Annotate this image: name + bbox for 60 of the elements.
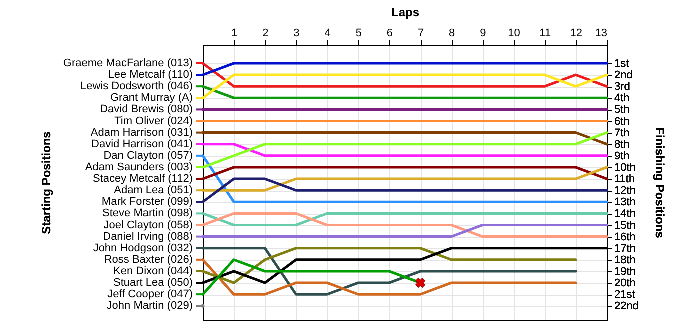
legend-label: David Harrison (041) [92, 138, 193, 150]
y-tick-label: 19th [614, 266, 636, 278]
y-tick-label: 1st [614, 58, 630, 70]
legend-label: Dan Clayton (057) [104, 150, 193, 162]
x-axis-title: Laps [391, 6, 420, 20]
legend-label: Grant Murray (A) [110, 92, 193, 104]
y-tick-label: 11th [614, 174, 636, 186]
y-tick-label: 8th [614, 138, 630, 151]
legend-label: Stuart Lea (050) [114, 277, 193, 290]
y-tick-label: 2nd [614, 70, 633, 82]
y-tick-label: 21st [614, 289, 636, 302]
legend-label: Ken Dixon (044) [114, 265, 193, 278]
x-tick-label: 13 [595, 28, 608, 40]
y-tick-label: 4th [614, 92, 630, 105]
legend-label: Joel Clayton (058) [104, 219, 193, 232]
x-tick-label: 6 [386, 28, 394, 40]
y-tick-label: 9th [614, 150, 630, 162]
x-tick-label: 4 [324, 28, 331, 40]
x-tick-label: 12 [570, 28, 583, 40]
legend-label: Lewis Dodsworth (046) [80, 80, 193, 93]
x-tick-label: 7 [418, 28, 424, 40]
legend-label: Tim Oliver (024) [114, 115, 193, 128]
legend-label: David Brewis (080) [100, 104, 193, 116]
x-tick-label: 9 [480, 28, 486, 40]
y-tick-label: 7th [614, 127, 630, 140]
text: Starting Positions [40, 131, 54, 234]
legend-label: Ross Baxter (026) [104, 254, 193, 266]
y-tick-label: 22nd [614, 300, 639, 313]
y-tick-label: 13th [614, 196, 636, 209]
legend-label: Adam Lea (051) [114, 184, 193, 197]
x-tick-label: 5 [356, 28, 362, 40]
x-tick-label: 1 [232, 28, 238, 40]
y-tick-label: 14th [614, 208, 636, 220]
legend-label: Lee Metcalf (110) [108, 69, 193, 82]
x-tick-label: 11 [540, 28, 552, 40]
legend-label: Steve Martin (098) [102, 208, 193, 220]
y-tick-label: 5th [614, 104, 630, 116]
y-tick-label: 12th [614, 185, 636, 198]
legend-label: Daniel Irving (088) [103, 230, 193, 243]
y-tick-label: 20th [614, 278, 636, 290]
y-tick-label: 16th [614, 231, 636, 244]
x-tick-label: 8 [449, 28, 456, 40]
y-axis-title: Finishing Positions [652, 128, 667, 239]
y-tick-label: 17th [614, 242, 636, 255]
legend-label: Graeme MacFarlane (013) [63, 57, 193, 70]
x-tick-label: 2 [262, 28, 269, 40]
legend-label: John Hodgson (032) [93, 242, 193, 254]
y-tick-label: 18th [614, 254, 636, 266]
legend-label: Jeff Cooper (047) [108, 288, 193, 301]
legend-label: Stacey Metcalf (112) [92, 173, 193, 186]
y-tick-label: 3rd [614, 81, 630, 94]
legend-label: Adam Harrison (031) [90, 126, 193, 139]
y-tick-label: 15th [614, 220, 636, 232]
x-tick-label: 10 [508, 28, 520, 40]
x-tick-label: 3 [294, 28, 300, 40]
y-tick-label: 6th [614, 116, 630, 128]
legend-label: Mark Forster (099) [102, 196, 193, 208]
legend-label: John Martin (029) [106, 300, 193, 312]
legend-label: Adam Saunders (003) [85, 161, 193, 174]
y-tick-label: 10th [614, 162, 636, 174]
